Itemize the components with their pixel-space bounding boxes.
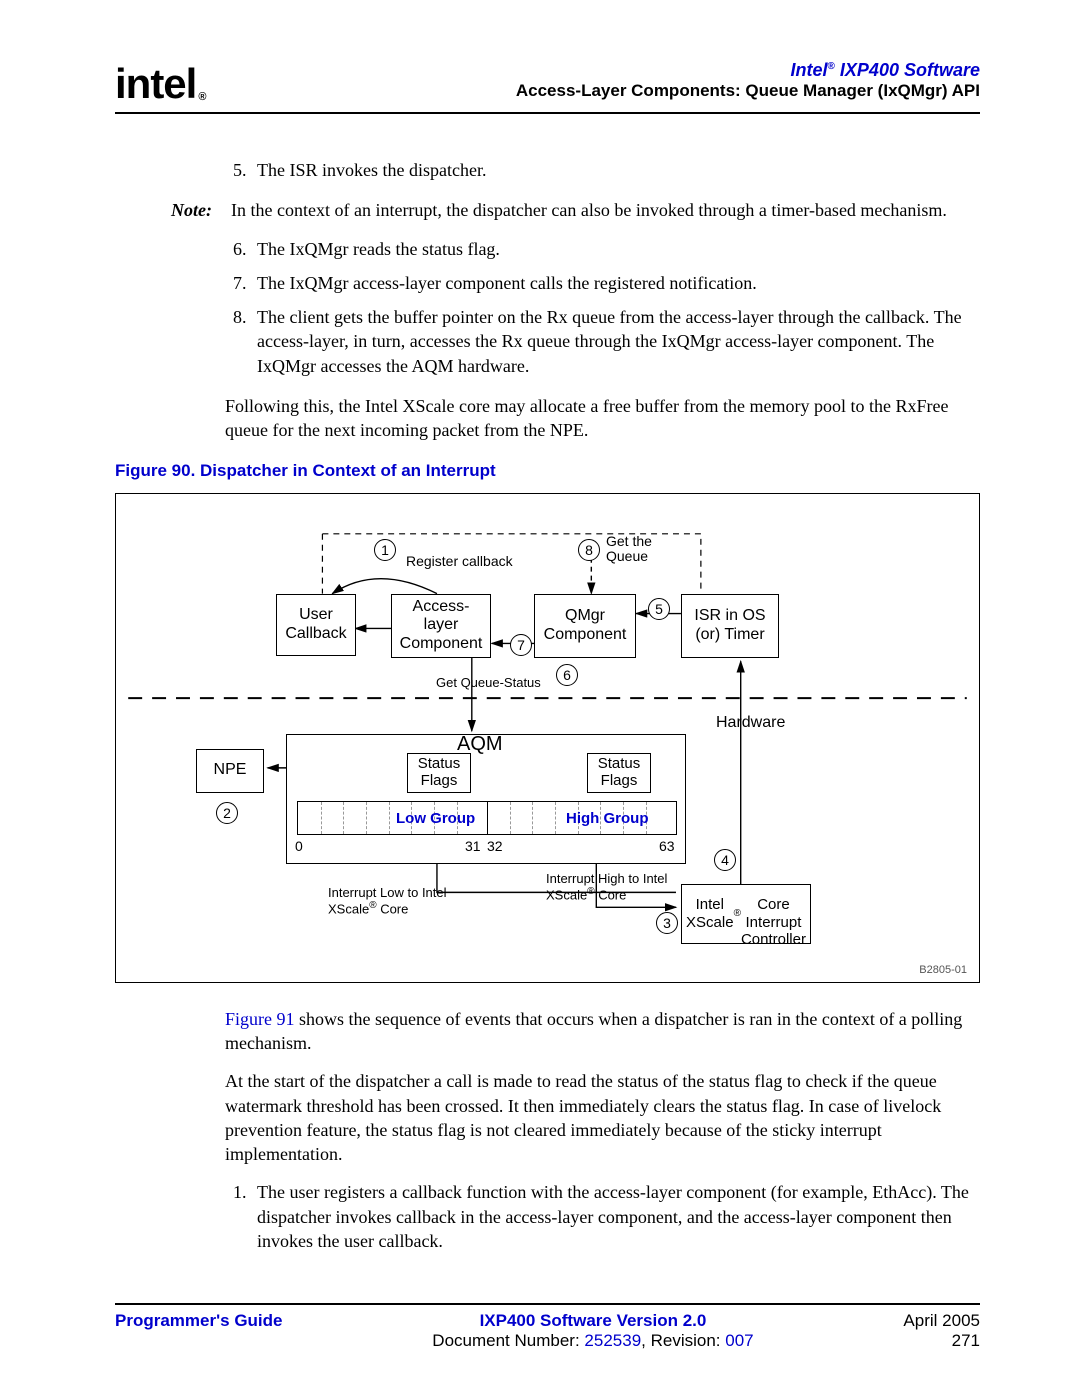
label-q0: 0	[295, 839, 303, 854]
circle-8: 8	[578, 539, 600, 561]
label-register-callback: Register callback	[406, 554, 513, 569]
list-item: The ISR invokes the dispatcher.	[251, 158, 980, 182]
box-access-layer: Access- layer Component	[391, 594, 491, 658]
footer-date: April 2005	[903, 1311, 980, 1331]
circle-3: 3	[656, 912, 678, 934]
label-hardware: Hardware	[716, 714, 785, 732]
list-item: The user registers a callback function w…	[251, 1180, 980, 1253]
label-low-group: Low Group	[396, 810, 475, 827]
label-q31: 31	[465, 839, 481, 854]
paragraph: Figure 91 shows the sequence of events t…	[225, 1007, 980, 1056]
label-int-high: Interrupt High to IntelXScale® Core	[546, 872, 667, 903]
body-indent2: The IxQMgr reads the status flag. The Ix…	[225, 237, 980, 443]
label-q32: 32	[487, 839, 503, 854]
ordered-list-a: The ISR invokes the dispatcher.	[225, 158, 980, 182]
page-root: intel® Intel® IXP400 Software Access-Lay…	[0, 0, 1080, 1397]
circle-1: 1	[374, 539, 396, 561]
header-subtitle: Access-Layer Components: Queue Manager (…	[516, 81, 980, 101]
figure-code: B2805-01	[919, 964, 967, 976]
header-bar: intel® Intel® IXP400 Software Access-Lay…	[115, 60, 980, 114]
footer-center: IXP400 Software Version 2.0 Document Num…	[432, 1311, 753, 1351]
footer-left: Programmer's Guide	[115, 1311, 283, 1351]
note-text: In the context of an interrupt, the disp…	[231, 198, 947, 222]
body-indent: The ISR invokes the dispatcher.	[225, 158, 980, 182]
label-int-low: Interrupt Low to IntelXScale® Core	[328, 886, 447, 917]
figure-caption: Figure 90. Dispatcher in Context of an I…	[115, 461, 980, 481]
intel-logo: intel®	[115, 60, 203, 108]
footer-doc-line: Document Number: 252539, Revision: 007	[432, 1331, 753, 1351]
box-user-callback: User Callback	[276, 594, 356, 656]
box-isr: ISR in OS (or) Timer	[681, 594, 779, 658]
header-title: Intel® IXP400 Software	[516, 60, 980, 81]
list-item: The IxQMgr access-layer component calls …	[251, 271, 980, 295]
label-get-queue: Get the Queue	[606, 534, 652, 565]
box-xscale-ic: Intel XScale®Core InterruptController	[681, 884, 811, 944]
list-item: The client gets the buffer pointer on th…	[251, 305, 980, 378]
paragraph: At the start of the dispatcher a call is…	[225, 1069, 980, 1166]
queues-bar: Low Group High Group	[297, 801, 677, 835]
ordered-list-c: The user registers a callback function w…	[225, 1180, 980, 1253]
circle-7: 7	[510, 634, 532, 656]
logo-registered: ®	[198, 91, 205, 103]
figure-ref-link[interactable]: Figure 91	[225, 1009, 295, 1029]
footer-right: April 2005 271	[903, 1311, 980, 1351]
figure-frame: User Callback Access- layer Component QM…	[115, 493, 980, 983]
list-item: The IxQMgr reads the status flag.	[251, 237, 980, 261]
circle-6: 6	[556, 664, 578, 686]
ordered-list-b: The IxQMgr reads the status flag. The Ix…	[225, 237, 980, 378]
label-get-queue-status: Get Queue-Status	[436, 676, 541, 690]
after-figure-block: Figure 91 shows the sequence of events t…	[225, 1007, 980, 1254]
box-aqm: AQM Status Flags Status Flags Low Group …	[286, 734, 686, 864]
note-label: Note:	[171, 198, 217, 222]
logo-text: intel	[115, 60, 196, 107]
circle-4: 4	[714, 849, 736, 871]
footer: Programmer's Guide IXP400 Software Versi…	[115, 1303, 980, 1351]
circle-2: 2	[216, 802, 238, 824]
note-row: Note: In the context of an interrupt, th…	[171, 198, 980, 222]
paragraph-text: shows the sequence of events that occurs…	[225, 1009, 962, 1053]
label-high-group: High Group	[566, 810, 649, 827]
box-qmgr: QMgr Component	[534, 594, 636, 658]
box-status-flags-left: Status Flags	[407, 753, 471, 793]
box-status-flags-right: Status Flags	[587, 753, 651, 793]
circle-5: 5	[648, 598, 670, 620]
footer-page: 271	[903, 1331, 980, 1351]
footer-center-title: IXP400 Software Version 2.0	[432, 1311, 753, 1331]
label-q63: 63	[659, 839, 675, 854]
box-npe: NPE	[196, 749, 264, 793]
paragraph: Following this, the Intel XScale core ma…	[225, 394, 980, 443]
header-right: Intel® IXP400 Software Access-Layer Comp…	[516, 60, 980, 101]
